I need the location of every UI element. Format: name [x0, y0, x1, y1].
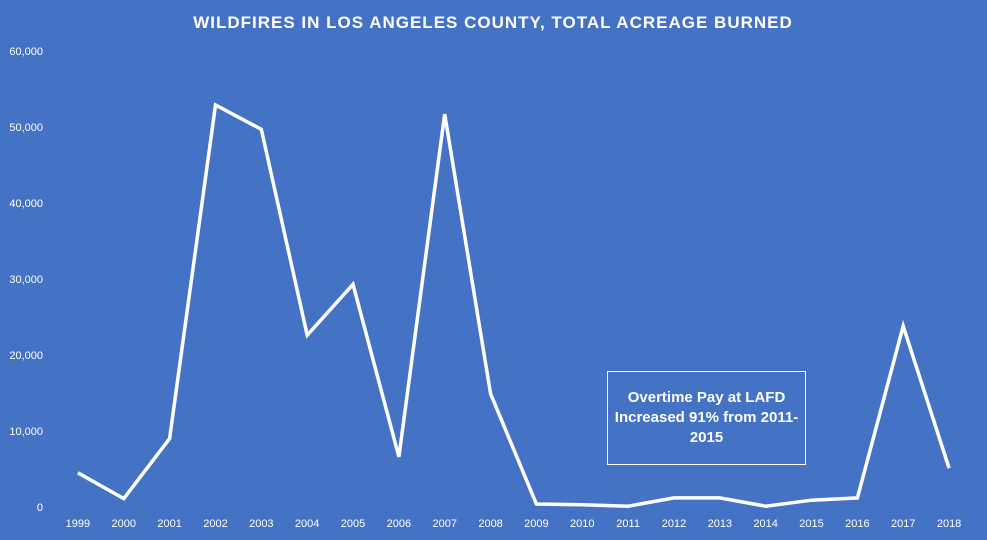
- y-tick-label: 50,000: [9, 122, 43, 134]
- x-tick-label: 2004: [295, 518, 319, 530]
- x-tick-label: 2001: [157, 518, 181, 530]
- x-tick-label: 2013: [708, 518, 732, 530]
- x-tick-label: 2008: [478, 518, 502, 530]
- x-tick-label: 2007: [432, 518, 456, 530]
- y-tick-label: 10,000: [9, 426, 43, 438]
- y-tick-label: 0: [37, 502, 43, 514]
- y-tick-label: 20,000: [9, 350, 43, 362]
- series-line: [77, 102, 951, 508]
- y-tick-label: 60,000: [9, 46, 43, 58]
- x-tick-label: 2018: [937, 518, 961, 530]
- chart-title: WILDFIRES IN LOS ANGELES COUNTY, TOTAL A…: [193, 13, 793, 32]
- x-tick-label: 1999: [66, 518, 90, 530]
- annotation-box: Overtime Pay at LAFD Increased 91% from …: [607, 371, 806, 465]
- x-tick-label: 2012: [662, 518, 686, 530]
- x-tick-label: 2016: [845, 518, 869, 530]
- x-tick-label: 2000: [112, 518, 136, 530]
- x-axis: 1999 2000 2001 2002 2003 2004 2005 2006 2007 2008…: [66, 518, 962, 530]
- y-tick-label: 30,000: [9, 274, 43, 286]
- x-tick-label: 2017: [891, 518, 915, 530]
- x-tick-label: 2010: [570, 518, 594, 530]
- x-tick-label: 2011: [616, 518, 640, 530]
- y-tick-label: 40,000: [9, 198, 43, 210]
- annotation-text: Overtime Pay at LAFD Increased 91% from …: [614, 389, 799, 446]
- series-layer: [77, 102, 951, 508]
- x-tick-label: 2003: [249, 518, 273, 530]
- x-tick-label: 2002: [203, 518, 227, 530]
- y-axis: 0 10,000 20,000 30,000 40,000 50,000 60,000: [9, 46, 43, 514]
- x-tick-label: 2006: [387, 518, 411, 530]
- x-tick-label: 2005: [341, 518, 365, 530]
- x-tick-label: 2015: [799, 518, 823, 530]
- x-tick-label: 2009: [524, 518, 548, 530]
- x-tick-label: 2014: [753, 518, 777, 530]
